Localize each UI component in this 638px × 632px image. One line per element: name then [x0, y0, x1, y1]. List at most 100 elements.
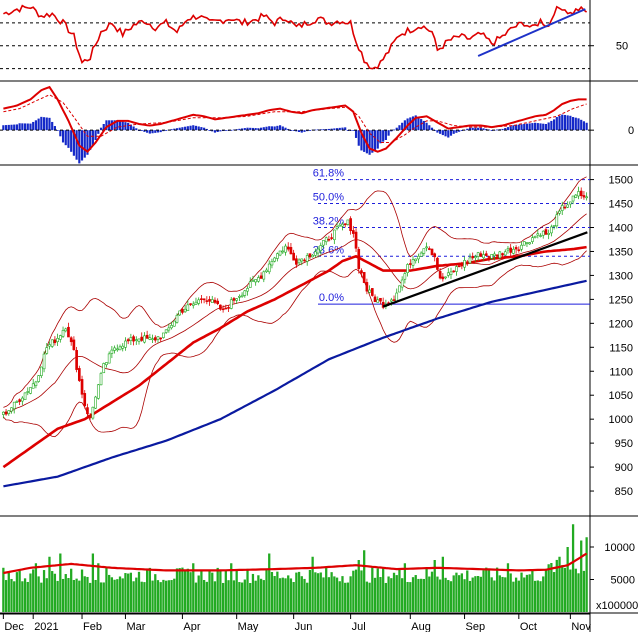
macd-histogram-bar — [287, 128, 290, 131]
volume-bar — [390, 578, 393, 612]
candle-body — [482, 254, 485, 259]
macd-histogram-bar — [203, 127, 206, 131]
candle-body — [162, 332, 165, 338]
macd-histogram-bar — [341, 127, 344, 131]
macd-histogram-bar — [40, 116, 43, 131]
volume-bar — [70, 568, 73, 612]
macd-histogram-bar — [151, 130, 154, 134]
price-tick-label: 1400 — [609, 223, 633, 235]
candle-body — [148, 337, 152, 340]
candle-body — [254, 279, 257, 283]
candle-body — [216, 300, 220, 305]
volume-bar — [346, 582, 350, 612]
candle-body — [194, 301, 198, 305]
volume-bar — [439, 579, 442, 612]
volume-bar — [42, 570, 46, 612]
macd-histogram-bar — [346, 130, 349, 131]
volume-bar — [341, 576, 344, 612]
macd-histogram-bar — [230, 129, 233, 131]
volume-bar — [474, 576, 477, 612]
macd-histogram-bar — [270, 126, 274, 131]
candle-body — [67, 326, 70, 338]
candle-body — [354, 231, 358, 249]
volume-bar — [26, 581, 29, 612]
volume-bar — [476, 575, 480, 612]
candle-body — [58, 335, 62, 340]
macd-histogram-bar — [520, 124, 523, 131]
candle-body — [427, 248, 431, 250]
volume-bar — [56, 580, 59, 612]
candle-body — [411, 259, 415, 266]
volume-bar — [327, 577, 331, 612]
volume-bar — [360, 570, 363, 612]
macd-histogram-bar — [333, 128, 336, 131]
macd-histogram-bar — [18, 123, 21, 131]
candle-body — [550, 226, 553, 234]
candle-body — [102, 363, 106, 374]
volume-bar — [411, 577, 415, 612]
volume-bar — [10, 578, 13, 612]
candle-body — [560, 205, 564, 211]
volume-bar — [268, 553, 271, 612]
macd-histogram-bar — [186, 126, 189, 131]
candle-body — [170, 325, 173, 329]
volume-bar — [273, 576, 276, 612]
candle-body — [159, 337, 163, 340]
macd-histogram-bar — [260, 127, 263, 131]
macd-histogram-bar — [211, 130, 214, 132]
candle-body — [69, 337, 73, 343]
price-tick-label: 1250 — [609, 294, 633, 306]
candle-body — [490, 254, 494, 259]
macd-tick-label: 0 — [628, 125, 634, 137]
volume-bar — [51, 571, 54, 612]
macd-histogram-bar — [490, 130, 493, 131]
volume-bar — [311, 556, 314, 612]
macd-histogram-bar — [26, 123, 29, 131]
volume-bar — [523, 577, 526, 612]
volume-bar — [249, 582, 252, 612]
candle-body — [338, 224, 342, 227]
volume-bar — [387, 576, 390, 612]
macd-histogram-bar — [308, 130, 312, 131]
macd-histogram-bar — [577, 118, 580, 131]
volume-bar — [330, 572, 333, 612]
bollinger-upper-band — [3, 176, 587, 408]
candle-body — [183, 308, 187, 313]
price-tick-label: 1200 — [609, 318, 633, 330]
price-tick-label: 1450 — [609, 199, 633, 211]
volume-bar — [259, 578, 263, 612]
volume-bar — [417, 578, 420, 612]
candle-body — [574, 194, 578, 198]
macd-histogram-bar — [531, 123, 534, 131]
candle-body — [419, 252, 423, 257]
macd-histogram-bar — [4, 125, 8, 131]
candle-body — [425, 246, 428, 249]
candle-body — [121, 345, 125, 349]
price-tick-label: 850 — [615, 486, 633, 498]
candle-body — [541, 230, 545, 236]
x-tick-label: May — [238, 621, 259, 632]
macd-histogram-bar — [159, 130, 162, 133]
macd-histogram-bar — [444, 130, 447, 137]
candle-body — [265, 269, 268, 272]
volume-bar — [137, 571, 141, 612]
volume-bar — [395, 575, 398, 612]
macd-histogram-bar — [550, 120, 553, 131]
macd-histogram-bar — [29, 123, 32, 131]
macd-histogram-bar — [51, 121, 54, 131]
candle-body — [143, 335, 146, 343]
candle-body — [4, 411, 8, 415]
macd-histogram-bar — [45, 117, 48, 131]
candle-body — [422, 248, 426, 254]
volume-bar — [97, 563, 100, 612]
volume-bar — [189, 572, 192, 612]
macd-histogram-bar — [441, 130, 444, 136]
macd-histogram-bar — [241, 128, 244, 131]
macd-histogram-bar — [504, 128, 507, 131]
candle-body — [498, 251, 502, 259]
macd-histogram-bar — [447, 130, 450, 138]
volume-bar — [574, 568, 577, 612]
volume-bar — [289, 578, 293, 612]
candle-body — [311, 254, 314, 258]
